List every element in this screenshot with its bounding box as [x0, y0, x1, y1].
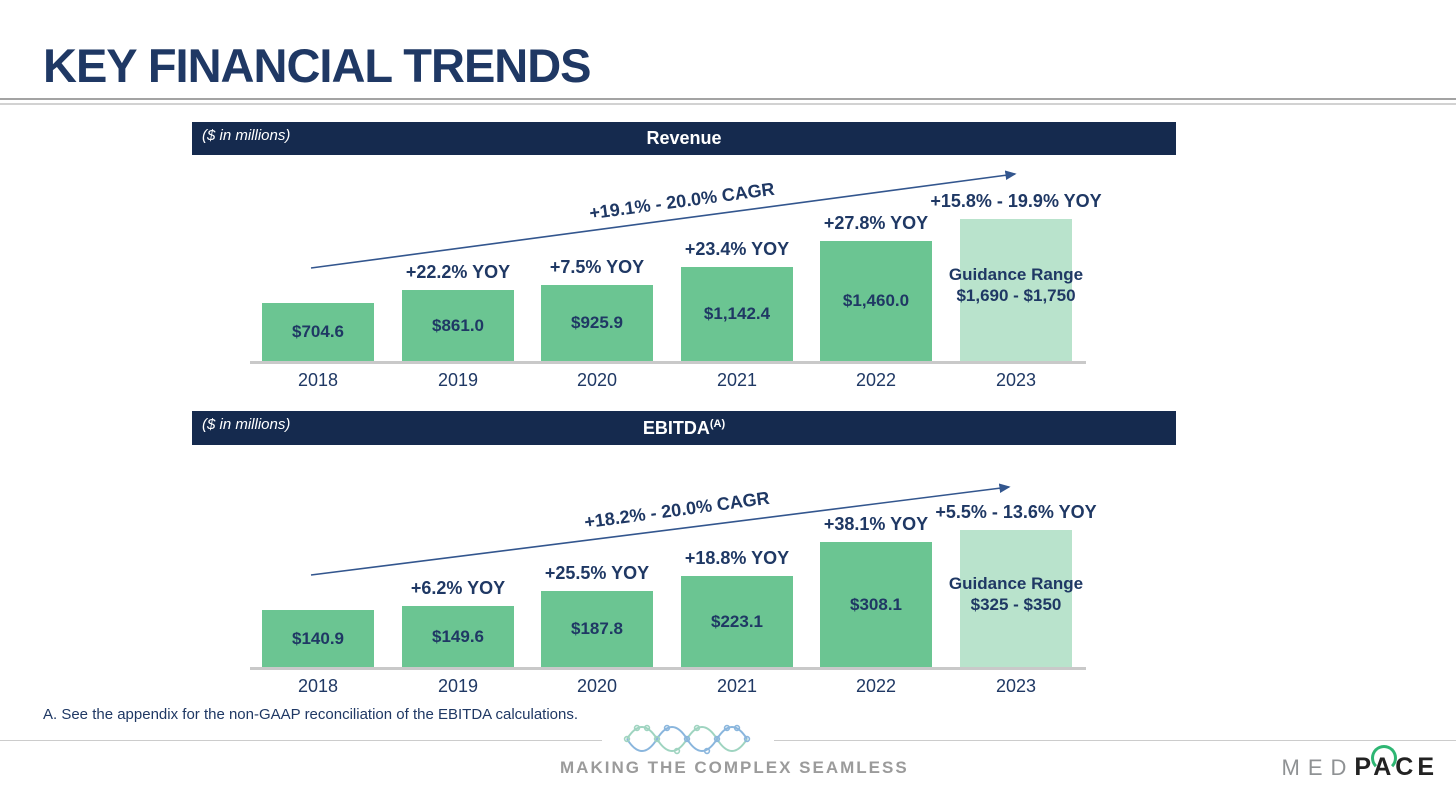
bar-2023-guidance: Guidance Range $325 - $350: [949, 530, 1083, 667]
x-tick-label-2020: 2020: [576, 676, 618, 696]
bar-value-label: $223.1: [711, 611, 763, 631]
bar-2020: $925.9: [541, 285, 653, 361]
yoy-label-2023: +15.8% - 19.9% YOY: [930, 191, 1102, 211]
yoy-label-2021: +18.8% YOY: [684, 548, 790, 568]
yoy-label-2020: +7.5% YOY: [549, 257, 645, 277]
x-tick-label-2018: 2018: [297, 676, 339, 696]
bar-value-label: $1,142.4: [703, 304, 771, 323]
logo-pace-text: PACE: [1354, 745, 1438, 782]
revenue-units-note: ($ in millions): [202, 127, 291, 144]
x-tick-label-2018: 2018: [297, 370, 339, 390]
guidance-label: Guidance Range $325 - $350: [948, 573, 1084, 614]
revenue-chart-header: ($ in millions) Revenue: [192, 122, 1176, 155]
dna-icon: [602, 719, 774, 759]
yoy-label-2022: +27.8% YOY: [823, 213, 929, 233]
bar-2021: $223.1: [681, 576, 793, 667]
x-tick-label-2021: 2021: [716, 676, 758, 696]
bar-value-label: $861.0: [432, 315, 484, 335]
bar-2021: $1,142.4: [681, 267, 793, 361]
bar-2023-guidance: Guidance Range $1,690 - $1,750: [949, 219, 1083, 361]
footnote: A. See the appendix for the non-GAAP rec…: [43, 706, 579, 723]
bar-value-label: $704.6: [292, 322, 344, 341]
bar-2018: $140.9: [262, 610, 374, 667]
yoy-label-2023: +5.5% - 13.6% YOY: [935, 502, 1097, 522]
ebitda-x-axis-line: [250, 667, 1086, 670]
bar-value-label: $308.1: [850, 594, 902, 614]
ebitda-footnote-marker: (A): [709, 417, 726, 430]
bar-2022: $1,460.0: [820, 241, 932, 361]
bar-2018: $704.6: [262, 303, 374, 361]
ebitda-cagr-arrow: [310, 483, 1011, 576]
bar-2019: $861.0: [402, 290, 514, 361]
bar-value-label: $149.6: [432, 626, 484, 646]
bar-value-label: $140.9: [292, 628, 344, 648]
yoy-label-2021: +23.4% YOY: [684, 239, 790, 259]
x-tick-label-2021: 2021: [716, 370, 758, 390]
revenue-cagr-arrow: [310, 170, 1017, 269]
yoy-label-2019: +6.2% YOY: [410, 578, 506, 598]
revenue-chart-title: Revenue: [646, 128, 722, 148]
bar-value-label: $187.8: [571, 619, 623, 638]
yoy-label-2022: +38.1% YOY: [823, 514, 929, 534]
page-title: KEY FINANCIAL TRENDS: [43, 39, 592, 92]
x-tick-label-2022: 2022: [855, 370, 897, 390]
yoy-label-2020: +25.5% YOY: [544, 563, 650, 583]
yoy-label-2019: +22.2% YOY: [405, 262, 511, 282]
bar-2020: $187.8: [541, 591, 653, 667]
x-tick-label-2023: 2023: [995, 676, 1037, 696]
x-tick-label-2023: 2023: [995, 370, 1037, 390]
revenue-x-axis-line: [250, 361, 1086, 364]
bar-2022: $308.1: [820, 542, 932, 667]
footer-tagline: MAKING THE COMPLEX SEAMLESS: [560, 758, 909, 777]
x-tick-label-2020: 2020: [576, 370, 618, 390]
x-tick-label-2019: 2019: [437, 370, 479, 390]
bar-value-label: $925.9: [571, 313, 623, 332]
logo-med-text: MED: [1281, 755, 1355, 780]
x-tick-label-2019: 2019: [437, 676, 479, 696]
ebitda-chart-title: EBITDA(A): [642, 417, 726, 438]
ebitda-chart-header: ($ in millions) EBITDA(A): [192, 411, 1176, 445]
bar-2019: $149.6: [402, 606, 514, 667]
logo-green-arc-icon: [1371, 745, 1398, 771]
x-tick-label-2022: 2022: [855, 676, 897, 696]
guidance-label: Guidance Range $1,690 - $1,750: [948, 265, 1084, 305]
bar-value-label: $1,460.0: [842, 291, 910, 310]
medpace-logo: MED PACE: [1281, 745, 1439, 782]
title-divider: [0, 98, 1456, 105]
ebitda-units-note: ($ in millions): [202, 416, 291, 433]
